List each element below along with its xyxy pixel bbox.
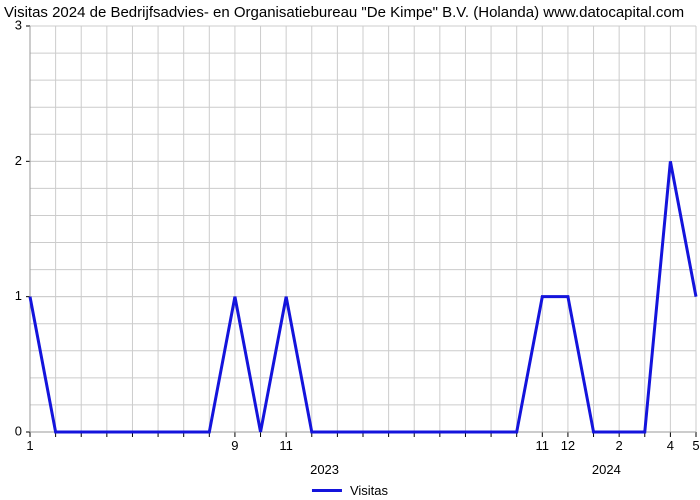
legend-label: Visitas: [350, 483, 388, 498]
x-group-label: 2024: [592, 462, 621, 477]
y-tick-label: 2: [15, 153, 22, 168]
y-tick-label: 1: [15, 288, 22, 303]
legend-swatch: [312, 489, 342, 492]
plot-area: 191111122450123: [30, 26, 696, 432]
x-tick-label: 12: [561, 438, 575, 453]
plot-svg: 191111122450123: [30, 26, 696, 432]
legend: Visitas: [312, 483, 388, 498]
x-tick-label: 2: [616, 438, 623, 453]
chart-container: Visitas 2024 de Bedrijfsadvies- en Organ…: [0, 0, 700, 500]
x-tick-label: 11: [279, 438, 293, 453]
x-tick-label: 5: [692, 438, 699, 453]
y-tick-label: 0: [15, 423, 22, 438]
x-tick-label: 9: [231, 438, 238, 453]
chart-title: Visitas 2024 de Bedrijfsadvies- en Organ…: [4, 4, 684, 21]
y-tick-label: 3: [15, 17, 22, 32]
x-tick-label: 1: [26, 438, 33, 453]
x-tick-label: 11: [536, 438, 550, 453]
x-group-label: 2023: [310, 462, 339, 477]
x-tick-label: 4: [667, 438, 674, 453]
